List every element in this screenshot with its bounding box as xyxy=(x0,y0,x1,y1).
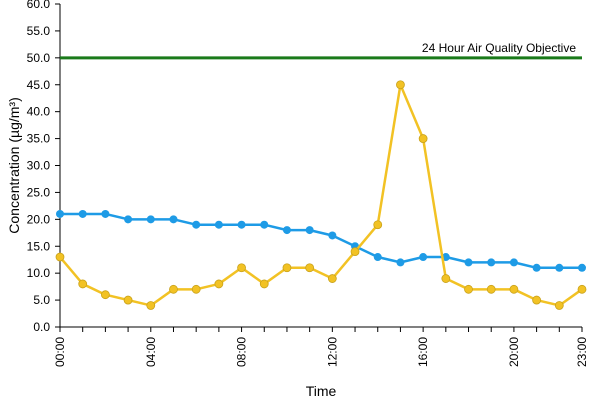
y-tick-label: 25.0 xyxy=(27,185,51,199)
y-tick-label: 10.0 xyxy=(27,266,51,280)
y-tick-label: 15.0 xyxy=(27,239,51,253)
data-point xyxy=(327,274,337,283)
data-point xyxy=(123,295,133,305)
y-tick-label: 55.0 xyxy=(27,24,51,38)
data-point xyxy=(78,209,87,218)
data-point xyxy=(56,209,64,218)
data-point xyxy=(169,215,178,224)
y-tick-label: 35.0 xyxy=(27,132,51,146)
data-point xyxy=(191,284,201,294)
x-axis-ticks: 00:00 04:00 08:00 12:00 16:00 20:00 23:00 xyxy=(53,327,589,367)
data-point xyxy=(554,301,564,310)
x-tick-label: 12:00 xyxy=(325,337,339,367)
y-tick-label: 20.0 xyxy=(27,212,51,226)
data-point xyxy=(418,134,428,143)
data-point xyxy=(328,231,337,240)
data-point xyxy=(146,215,155,224)
data-point xyxy=(578,263,586,272)
data-point xyxy=(282,263,292,273)
series-0 xyxy=(56,209,586,272)
x-axis-title: Time xyxy=(306,383,337,399)
x-tick-label: 00:00 xyxy=(53,337,67,367)
x-tick-label: 23:00 xyxy=(575,337,589,367)
data-point xyxy=(259,279,269,289)
y-axis-ticks: 0.0 5.0 10.0 15.0 20.0 25.0 30.0 35.0 40.0 45.0 50… xyxy=(27,0,60,334)
series-line xyxy=(59,83,583,307)
data-point xyxy=(532,295,542,305)
data-point xyxy=(237,263,246,273)
y-axis-title: Concentration (µg/m³) xyxy=(6,97,22,233)
data-point xyxy=(532,263,541,272)
data-point xyxy=(464,284,473,294)
y-tick-label: 50.0 xyxy=(27,51,51,65)
data-point xyxy=(100,290,110,300)
data-point xyxy=(169,284,178,294)
data-point xyxy=(124,215,133,224)
y-tick-label: 40.0 xyxy=(27,105,51,119)
data-point xyxy=(486,284,496,294)
air-quality-objective-label: 24 Hour Air Quality Objective xyxy=(422,41,576,55)
data-point xyxy=(555,263,564,272)
data-point xyxy=(373,220,383,230)
data-point xyxy=(78,279,88,289)
data-point xyxy=(396,258,405,267)
data-point xyxy=(101,209,110,218)
data-point xyxy=(282,226,291,235)
data-point xyxy=(419,253,428,262)
data-point xyxy=(577,284,587,294)
data-point xyxy=(305,226,314,235)
data-point xyxy=(214,279,224,289)
y-tick-label: 5.0 xyxy=(33,293,50,307)
data-point xyxy=(305,263,315,273)
data-point xyxy=(192,220,201,229)
series-layer xyxy=(55,80,587,310)
data-point xyxy=(509,284,519,294)
data-point xyxy=(509,258,518,267)
data-point xyxy=(350,247,360,257)
data-point xyxy=(260,220,269,229)
data-point xyxy=(146,301,156,310)
data-point xyxy=(396,80,405,90)
y-tick-label: 0.0 xyxy=(33,320,50,334)
data-point xyxy=(373,253,382,262)
data-point xyxy=(237,220,246,229)
data-point xyxy=(464,258,473,267)
data-point xyxy=(441,274,451,283)
y-tick-label: 30.0 xyxy=(27,159,51,173)
x-tick-label: 08:00 xyxy=(235,337,249,367)
y-tick-label: 45.0 xyxy=(27,78,51,92)
reference-lines: 24 Hour Air Quality Objective xyxy=(60,41,582,60)
series-1 xyxy=(55,80,587,310)
x-tick-label: 16:00 xyxy=(416,337,430,367)
data-point xyxy=(55,252,65,262)
data-point xyxy=(214,220,223,229)
y-tick-label: 60.0 xyxy=(27,0,51,11)
x-tick-label: 04:00 xyxy=(144,337,158,367)
series-line xyxy=(60,212,582,270)
x-tick-label: 20:00 xyxy=(507,337,521,367)
data-point xyxy=(487,258,496,267)
